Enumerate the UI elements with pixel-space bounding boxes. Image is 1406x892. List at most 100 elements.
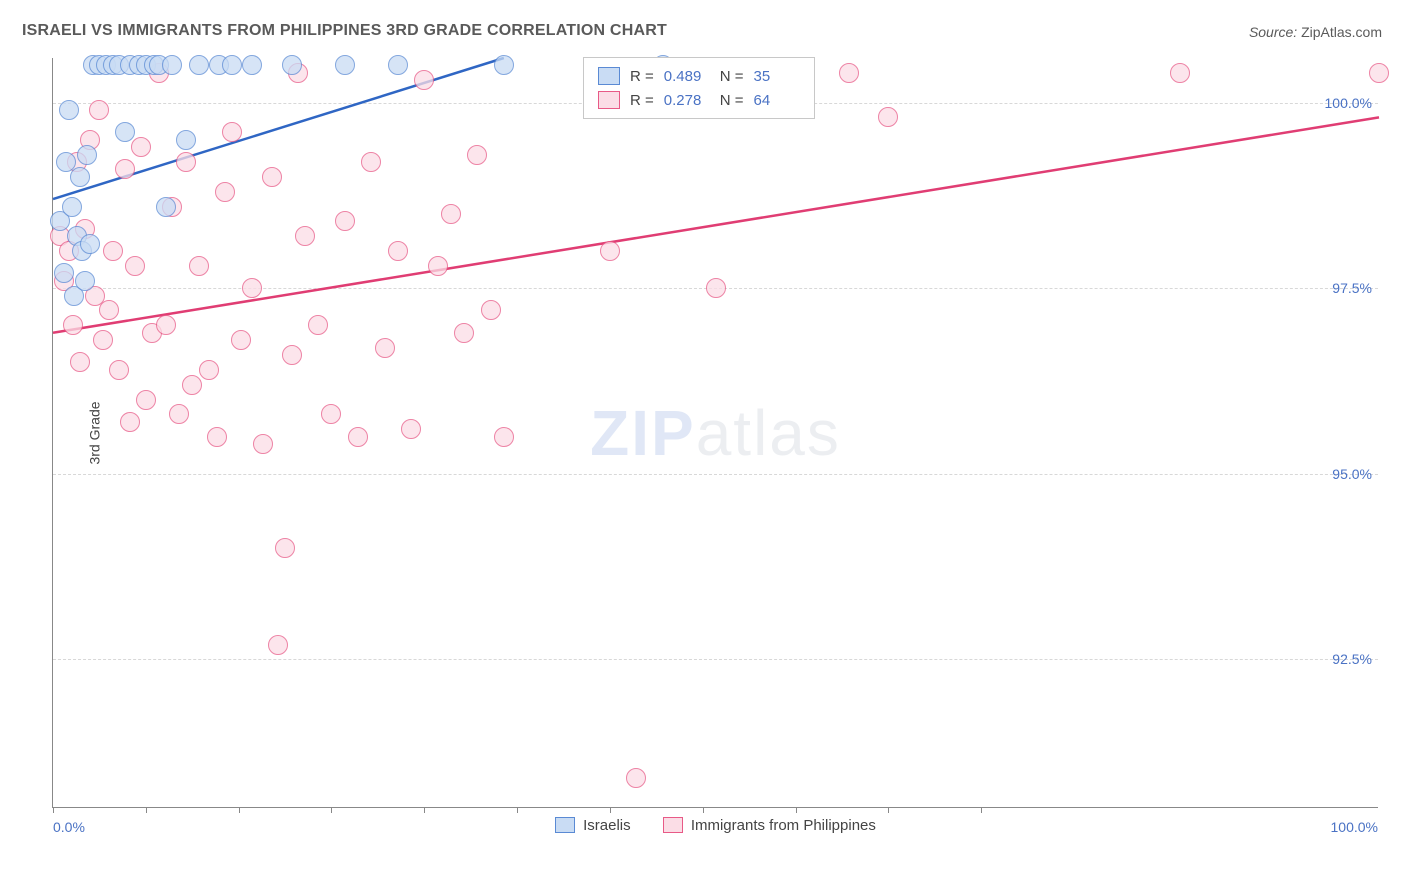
scatter-point bbox=[282, 345, 302, 365]
scatter-point bbox=[428, 256, 448, 276]
legend-swatch-philippines bbox=[598, 91, 620, 109]
x-tick bbox=[796, 807, 797, 813]
scatter-point bbox=[388, 241, 408, 261]
scatter-point bbox=[70, 167, 90, 187]
scatter-point bbox=[253, 434, 273, 454]
scatter-point bbox=[441, 204, 461, 224]
scatter-point bbox=[156, 315, 176, 335]
legend-n-label: N = bbox=[720, 68, 744, 85]
scatter-point bbox=[80, 234, 100, 254]
scatter-point bbox=[62, 197, 82, 217]
legend-item-israelis: Israelis bbox=[555, 817, 631, 834]
scatter-point bbox=[242, 278, 262, 298]
x-tick bbox=[888, 807, 889, 813]
scatter-point bbox=[348, 427, 368, 447]
x-tick bbox=[146, 807, 147, 813]
scatter-point bbox=[115, 159, 135, 179]
source-link[interactable]: ZipAtlas.com bbox=[1301, 24, 1382, 40]
scatter-point bbox=[169, 404, 189, 424]
trend-lines bbox=[53, 58, 1378, 807]
scatter-point bbox=[176, 130, 196, 150]
scatter-point bbox=[414, 70, 434, 90]
scatter-point bbox=[600, 241, 620, 261]
scatter-point bbox=[361, 152, 381, 172]
legend-r-value-israelis: 0.489 bbox=[664, 68, 710, 85]
x-tick bbox=[981, 807, 982, 813]
scatter-point bbox=[99, 300, 119, 320]
scatter-point bbox=[231, 330, 251, 350]
x-tick bbox=[610, 807, 611, 813]
scatter-point bbox=[115, 122, 135, 142]
x-tick bbox=[239, 807, 240, 813]
scatter-point bbox=[308, 315, 328, 335]
scatter-point bbox=[878, 107, 898, 127]
scatter-point bbox=[189, 55, 209, 75]
trend-line bbox=[53, 117, 1379, 332]
legend-n-value-philippines: 64 bbox=[754, 92, 800, 109]
scatter-point bbox=[295, 226, 315, 246]
scatter-point bbox=[401, 419, 421, 439]
legend-r-label: R = bbox=[630, 68, 654, 85]
scatter-point bbox=[481, 300, 501, 320]
correlation-legend: R = 0.489 N = 35 R = 0.278 N = 64 bbox=[583, 57, 815, 119]
x-tick bbox=[331, 807, 332, 813]
scatter-point bbox=[125, 256, 145, 276]
scatter-point bbox=[103, 241, 123, 261]
scatter-point bbox=[467, 145, 487, 165]
scatter-point bbox=[1369, 63, 1389, 83]
legend-swatch-icon bbox=[663, 817, 683, 833]
plot-area: 3rd Grade 100.0%97.5%95.0%92.5% ZIPatlas… bbox=[52, 58, 1378, 808]
legend-row-philippines: R = 0.278 N = 64 bbox=[598, 88, 800, 112]
scatter-point bbox=[388, 55, 408, 75]
scatter-point bbox=[242, 55, 262, 75]
scatter-point bbox=[839, 63, 859, 83]
scatter-point bbox=[222, 122, 242, 142]
scatter-point bbox=[262, 167, 282, 187]
scatter-point bbox=[182, 375, 202, 395]
legend-swatch-israelis bbox=[598, 67, 620, 85]
x-tick bbox=[517, 807, 518, 813]
legend-swatch-icon bbox=[555, 817, 575, 833]
scatter-point bbox=[335, 211, 355, 231]
scatter-point bbox=[275, 538, 295, 558]
legend-item-philippines: Immigrants from Philippines bbox=[663, 817, 876, 834]
scatter-point bbox=[207, 427, 227, 447]
scatter-point bbox=[375, 338, 395, 358]
scatter-point bbox=[109, 360, 129, 380]
scatter-point bbox=[176, 152, 196, 172]
x-tick bbox=[703, 807, 704, 813]
source-label: Source: bbox=[1249, 24, 1297, 40]
x-tick bbox=[424, 807, 425, 813]
scatter-point bbox=[189, 256, 209, 276]
source-attribution: Source: ZipAtlas.com bbox=[1249, 24, 1382, 40]
scatter-point bbox=[626, 768, 646, 788]
scatter-point bbox=[222, 55, 242, 75]
scatter-point bbox=[63, 315, 83, 335]
legend-n-value-israelis: 35 bbox=[754, 68, 800, 85]
scatter-point bbox=[131, 137, 151, 157]
scatter-point bbox=[706, 278, 726, 298]
scatter-point bbox=[215, 182, 235, 202]
legend-label: Immigrants from Philippines bbox=[691, 817, 876, 834]
scatter-point bbox=[93, 330, 113, 350]
scatter-point bbox=[268, 635, 288, 655]
scatter-point bbox=[59, 100, 79, 120]
scatter-point bbox=[54, 263, 74, 283]
legend-n-label: N = bbox=[720, 92, 744, 109]
scatter-point bbox=[199, 360, 219, 380]
legend-r-value-philippines: 0.278 bbox=[664, 92, 710, 109]
legend-label: Israelis bbox=[583, 817, 631, 834]
scatter-point bbox=[156, 197, 176, 217]
scatter-point bbox=[75, 271, 95, 291]
scatter-point bbox=[335, 55, 355, 75]
scatter-point bbox=[120, 412, 140, 432]
scatter-point bbox=[494, 55, 514, 75]
scatter-point bbox=[454, 323, 474, 343]
legend-row-israelis: R = 0.489 N = 35 bbox=[598, 64, 800, 88]
scatter-point bbox=[282, 55, 302, 75]
chart-title: ISRAELI VS IMMIGRANTS FROM PHILIPPINES 3… bbox=[22, 22, 667, 40]
x-tick bbox=[53, 807, 54, 813]
scatter-point bbox=[77, 145, 97, 165]
scatter-point bbox=[70, 352, 90, 372]
scatter-point bbox=[1170, 63, 1190, 83]
